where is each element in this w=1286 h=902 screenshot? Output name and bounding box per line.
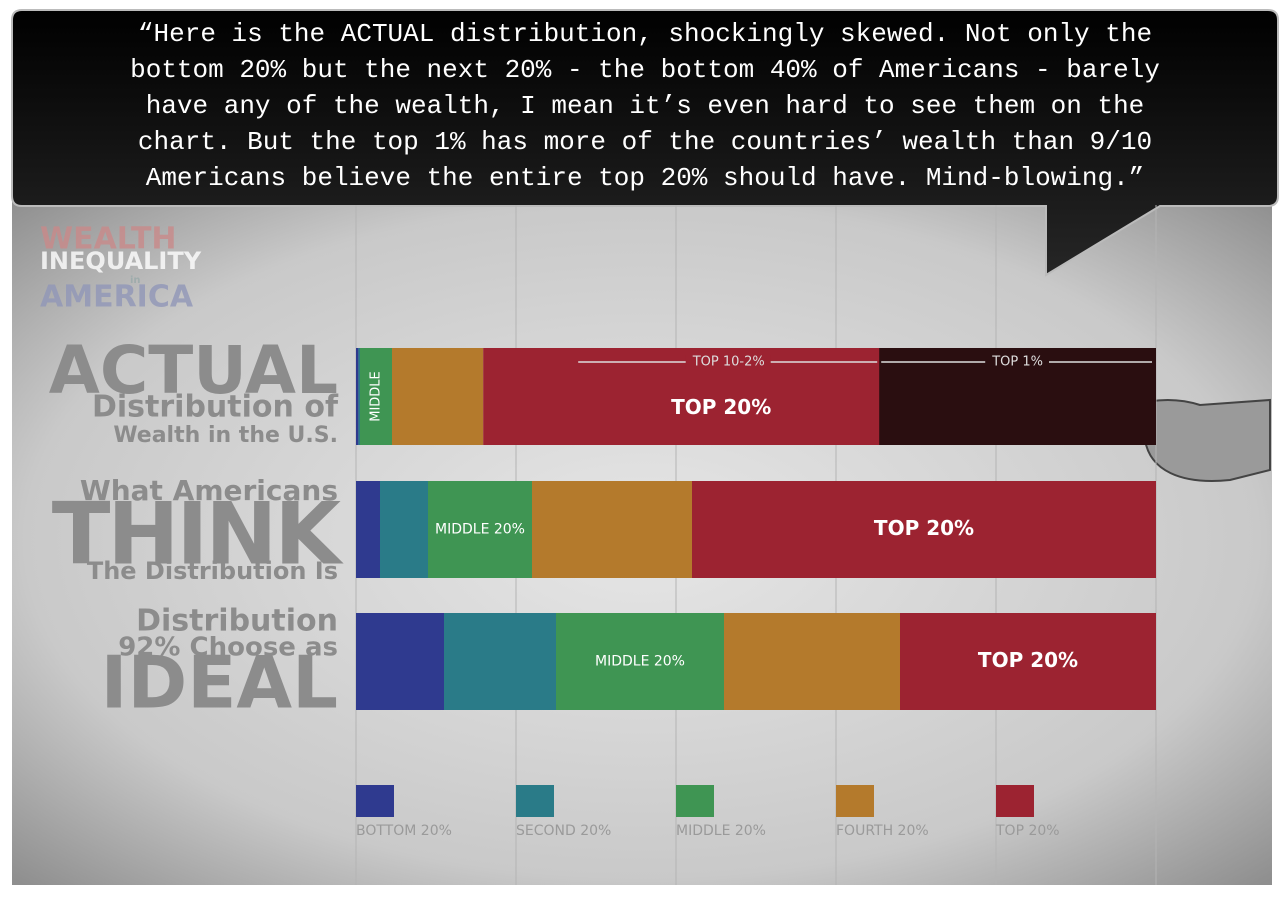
row-label: 92% Choose as xyxy=(118,633,338,663)
row-label: Wealth in the U.S. xyxy=(113,423,338,448)
legend-swatch xyxy=(836,785,874,817)
bar-segment xyxy=(392,348,484,445)
legend-label: SECOND 20% xyxy=(516,823,611,839)
bar-segment xyxy=(692,481,1156,578)
legend-swatch xyxy=(996,785,1034,817)
bubble-text: have any of the wealth, I mean it’s even… xyxy=(146,91,1145,121)
bracket-label: TOP 10-2% xyxy=(692,355,765,370)
legend-swatch xyxy=(676,785,714,817)
segment-label: MIDDLE 20% xyxy=(435,522,525,538)
bar-segment xyxy=(356,481,380,578)
row-label: IDEAL xyxy=(101,641,338,725)
logo-text: in xyxy=(130,275,141,286)
label-bg xyxy=(685,354,771,370)
segment-label: TOP 20% xyxy=(978,648,1078,672)
legend-label: BOTTOM 20% xyxy=(356,823,452,839)
row-label: Distribution xyxy=(136,604,338,639)
bubble-text: bottom 20% but the next 20% - the bottom… xyxy=(130,55,1160,85)
segment-label: MIDDLE xyxy=(369,371,384,422)
label-bg xyxy=(985,354,1049,370)
segment-label: TOP 20% xyxy=(671,395,771,419)
bar-segment xyxy=(358,348,360,445)
row-label: The Distribution Is xyxy=(87,557,338,585)
bubble-text: “Here is the ACTUAL distribution, shocki… xyxy=(138,19,1152,49)
bar-segment xyxy=(356,613,444,710)
segment-label: TOP 20% xyxy=(874,516,974,540)
row-label: ACTUAL xyxy=(49,332,338,409)
legend-swatch xyxy=(516,785,554,817)
bar-segment xyxy=(356,348,359,445)
legend-label: MIDDLE 20% xyxy=(676,823,766,839)
legend-label: FOURTH 20% xyxy=(836,823,929,839)
legend-label: TOP 20% xyxy=(995,823,1060,839)
segment-label: MIDDLE 20% xyxy=(595,654,685,670)
bar-segment xyxy=(428,481,532,578)
bracket-label: TOP 1% xyxy=(991,355,1043,370)
bar-segment xyxy=(360,348,392,445)
logo-text: WEALTH xyxy=(40,222,177,257)
speech-bubble xyxy=(11,9,1279,277)
bar-segment xyxy=(900,613,1156,710)
legend-swatch xyxy=(356,785,394,817)
bar-segment xyxy=(532,481,692,578)
logo-text: AMERICA xyxy=(40,280,194,315)
logo-text: INEQUALITY xyxy=(40,247,202,275)
row-label: THINK xyxy=(52,484,345,584)
row-label: What Americans xyxy=(80,474,338,507)
bubble-text: chart. But the top 1% has more of the co… xyxy=(138,127,1152,157)
bar-segment xyxy=(724,613,900,710)
bar-segment xyxy=(556,613,724,710)
row-label: Distribution of xyxy=(92,390,339,425)
bar-segment xyxy=(444,613,556,710)
bar-segment xyxy=(380,481,428,578)
bubble-text: Americans believe the entire top 20% sho… xyxy=(146,163,1145,193)
